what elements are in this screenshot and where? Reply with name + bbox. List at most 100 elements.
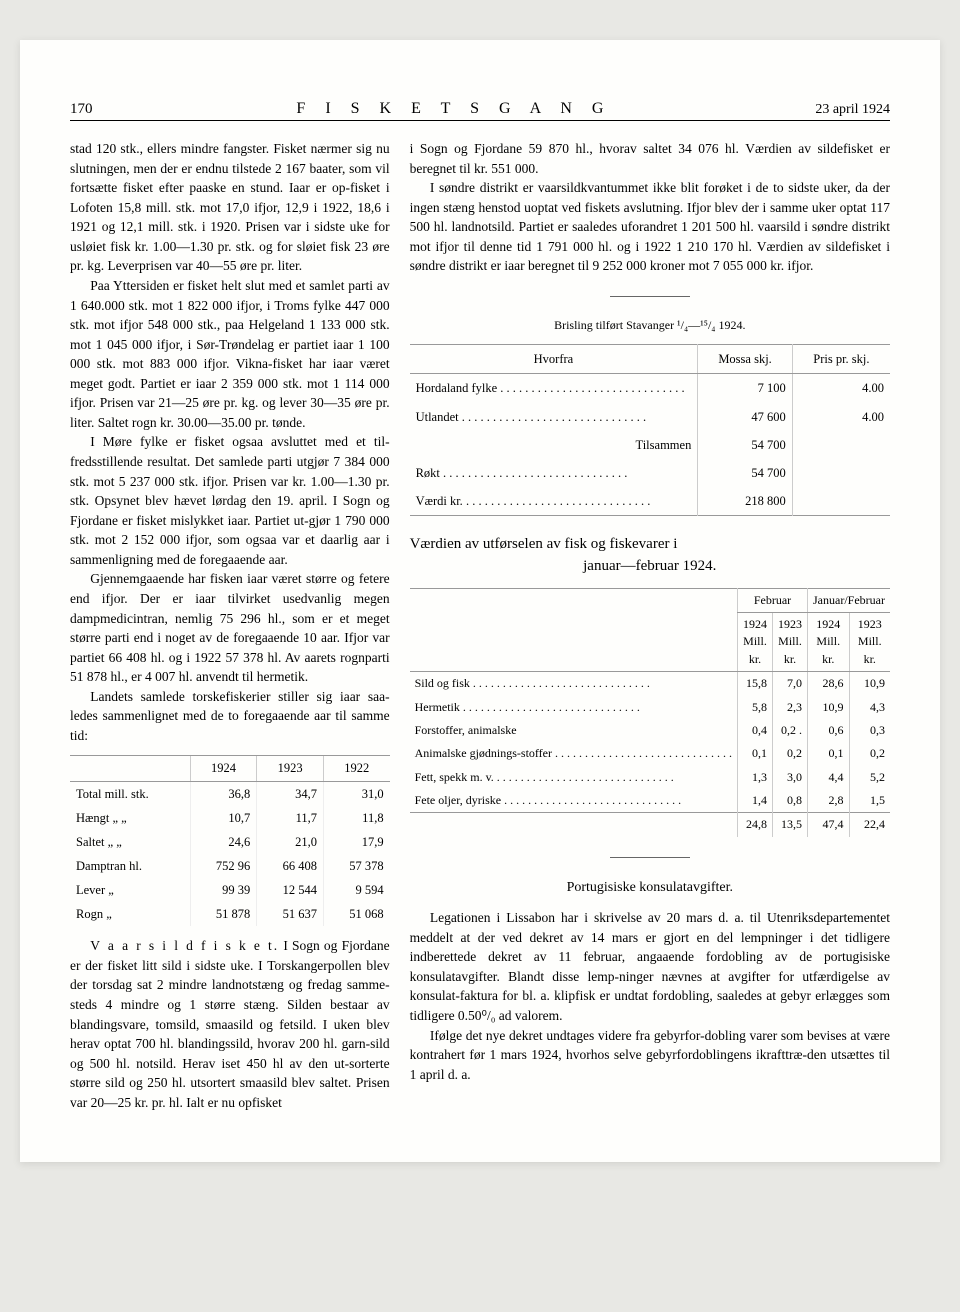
cell: 66 408: [257, 854, 324, 878]
cell: 28,6: [808, 672, 849, 696]
brisling-table: Hvorfra Mossa skj. Pris pr. skj. Hordala…: [410, 344, 890, 516]
cell: 218 800: [698, 487, 792, 516]
cell: 0,2 .: [773, 719, 808, 742]
row-label: Hordaland fylke: [410, 374, 698, 403]
export-value-table: Februar Januar/Februar 1924 Mill. kr. 19…: [410, 588, 890, 837]
row-label: Utlandet: [410, 403, 698, 431]
cell: 0,2: [849, 742, 890, 765]
cell: 13,5: [773, 813, 808, 837]
paragraph: Legationen i Lissabon har i skrivelse av…: [410, 908, 890, 1025]
cell: 7,0: [773, 672, 808, 696]
cell: 54 700: [698, 459, 792, 487]
cell: 22,4: [849, 813, 890, 837]
cell: [792, 487, 890, 516]
row-label: Hængt „ „: [70, 806, 190, 830]
section-title: Portugisiske konsulatavgifter.: [410, 878, 890, 898]
cell: 99 39: [190, 878, 257, 902]
cell: 0,3: [849, 719, 890, 742]
cell: 1,4: [738, 789, 773, 813]
cell: 3,0: [773, 766, 808, 789]
cell: 47 600: [698, 403, 792, 431]
cell: 1,3: [738, 766, 773, 789]
table-header: Mossa skj.: [698, 345, 792, 374]
cell: 0,2: [773, 742, 808, 765]
cell: 10,9: [849, 672, 890, 696]
row-label: Hermetik: [410, 696, 738, 719]
cell: 4.00: [792, 374, 890, 403]
table-header: 1924: [190, 756, 257, 781]
table-header: 1922: [324, 756, 390, 781]
cell: 51 878: [190, 902, 257, 926]
section-divider: [610, 857, 690, 858]
cell: 0,1: [808, 742, 849, 765]
cell: 57 378: [324, 854, 390, 878]
cell: 7 100: [698, 374, 792, 403]
sub-header: 1923 Mill. kr.: [773, 612, 808, 671]
paragraph: i Sogn og Fjordane 59 870 hl., hvorav sa…: [410, 139, 890, 178]
sub-header: 1924 Mill. kr.: [738, 612, 773, 671]
cell: 24,6: [190, 830, 257, 854]
cell: 51 068: [324, 902, 390, 926]
group-header: Februar: [738, 588, 808, 612]
cell: 31,0: [324, 781, 390, 806]
row-label: Sild og fisk: [410, 672, 738, 696]
cell: 0,1: [738, 742, 773, 765]
cell: 0,8: [773, 789, 808, 813]
row-label: Rogn „: [70, 902, 190, 926]
row-label: Animalske gjødnings-stoffer: [410, 742, 738, 765]
cell: 5,8: [738, 696, 773, 719]
row-label: Røkt: [410, 459, 698, 487]
cell: 10,7: [190, 806, 257, 830]
cell: 15,8: [738, 672, 773, 696]
cell: 4.00: [792, 403, 890, 431]
row-label: [410, 813, 738, 837]
cell: 0,6: [808, 719, 849, 742]
paragraph: Ifølge det nye dekret undtages videre fr…: [410, 1026, 890, 1085]
sub-header: 1923 Mill. kr.: [849, 612, 890, 671]
cell: 51 637: [257, 902, 324, 926]
cell: 36,8: [190, 781, 257, 806]
document-page: 170 F I S K E T S G A N G 23 april 1924 …: [20, 40, 940, 1162]
cell: 4,4: [808, 766, 849, 789]
row-label: Fett, spekk m. v.: [410, 766, 738, 789]
row-label: Forstoffer, animalske: [410, 719, 738, 742]
cell: 9 594: [324, 878, 390, 902]
cell: 17,9: [324, 830, 390, 854]
table-caption: Brisling tilført Stavanger ¹/₄—¹⁵/₄ 1924…: [410, 317, 890, 334]
inline-heading: V a a r s i l d f i s k e t.: [90, 938, 279, 953]
paragraph: I Møre fylke er fisket ogsaa avsluttet m…: [70, 432, 390, 569]
cell: 2,8: [808, 789, 849, 813]
cell: [792, 431, 890, 459]
table-header: 1923: [257, 756, 324, 781]
section-title: Værdien av utførselen av fisk og fiskeva…: [410, 534, 890, 578]
cell: 12 544: [257, 878, 324, 902]
right-column: i Sogn og Fjordane 59 870 hl., hvorav sa…: [410, 139, 890, 1112]
page-header: 170 F I S K E T S G A N G 23 april 1924: [70, 100, 890, 121]
cell: 11,7: [257, 806, 324, 830]
left-column: stad 120 stk., ellers mindre fangster. F…: [70, 139, 390, 1112]
row-label: Saltet „ „: [70, 830, 190, 854]
cell: 11,8: [324, 806, 390, 830]
cell: 24,8: [738, 813, 773, 837]
table-header: Pris pr. skj.: [792, 345, 890, 374]
content-columns: stad 120 stk., ellers mindre fangster. F…: [70, 139, 890, 1112]
cell: 2,3: [773, 696, 808, 719]
sub-header: 1924 Mill. kr.: [808, 612, 849, 671]
cell: [792, 459, 890, 487]
cell: 5,2: [849, 766, 890, 789]
paragraph: Gjennemgaaende har fisken iaar været stø…: [70, 569, 390, 686]
table-header: [70, 756, 190, 781]
paragraph: stad 120 stk., ellers mindre fangster. F…: [70, 139, 390, 276]
cell: 0,4: [738, 719, 773, 742]
fisheries-comparison-table: 1924 1923 1922 Total mill. stk.36,834,73…: [70, 755, 390, 926]
paragraph: Paa Yttersiden er fisket helt slut med e…: [70, 276, 390, 433]
paragraph: V a a r s i l d f i s k e t. I Sogn og F…: [70, 936, 390, 1112]
row-label: Tilsammen: [410, 431, 698, 459]
publication-title: F I S K E T S G A N G: [296, 100, 611, 118]
page-number: 170: [70, 101, 93, 118]
cell: 10,9: [808, 696, 849, 719]
cell: 752 96: [190, 854, 257, 878]
table-header: Hvorfra: [410, 345, 698, 374]
cell: 47,4: [808, 813, 849, 837]
paragraph: Landets samlede torskefiskerier stiller …: [70, 687, 390, 746]
